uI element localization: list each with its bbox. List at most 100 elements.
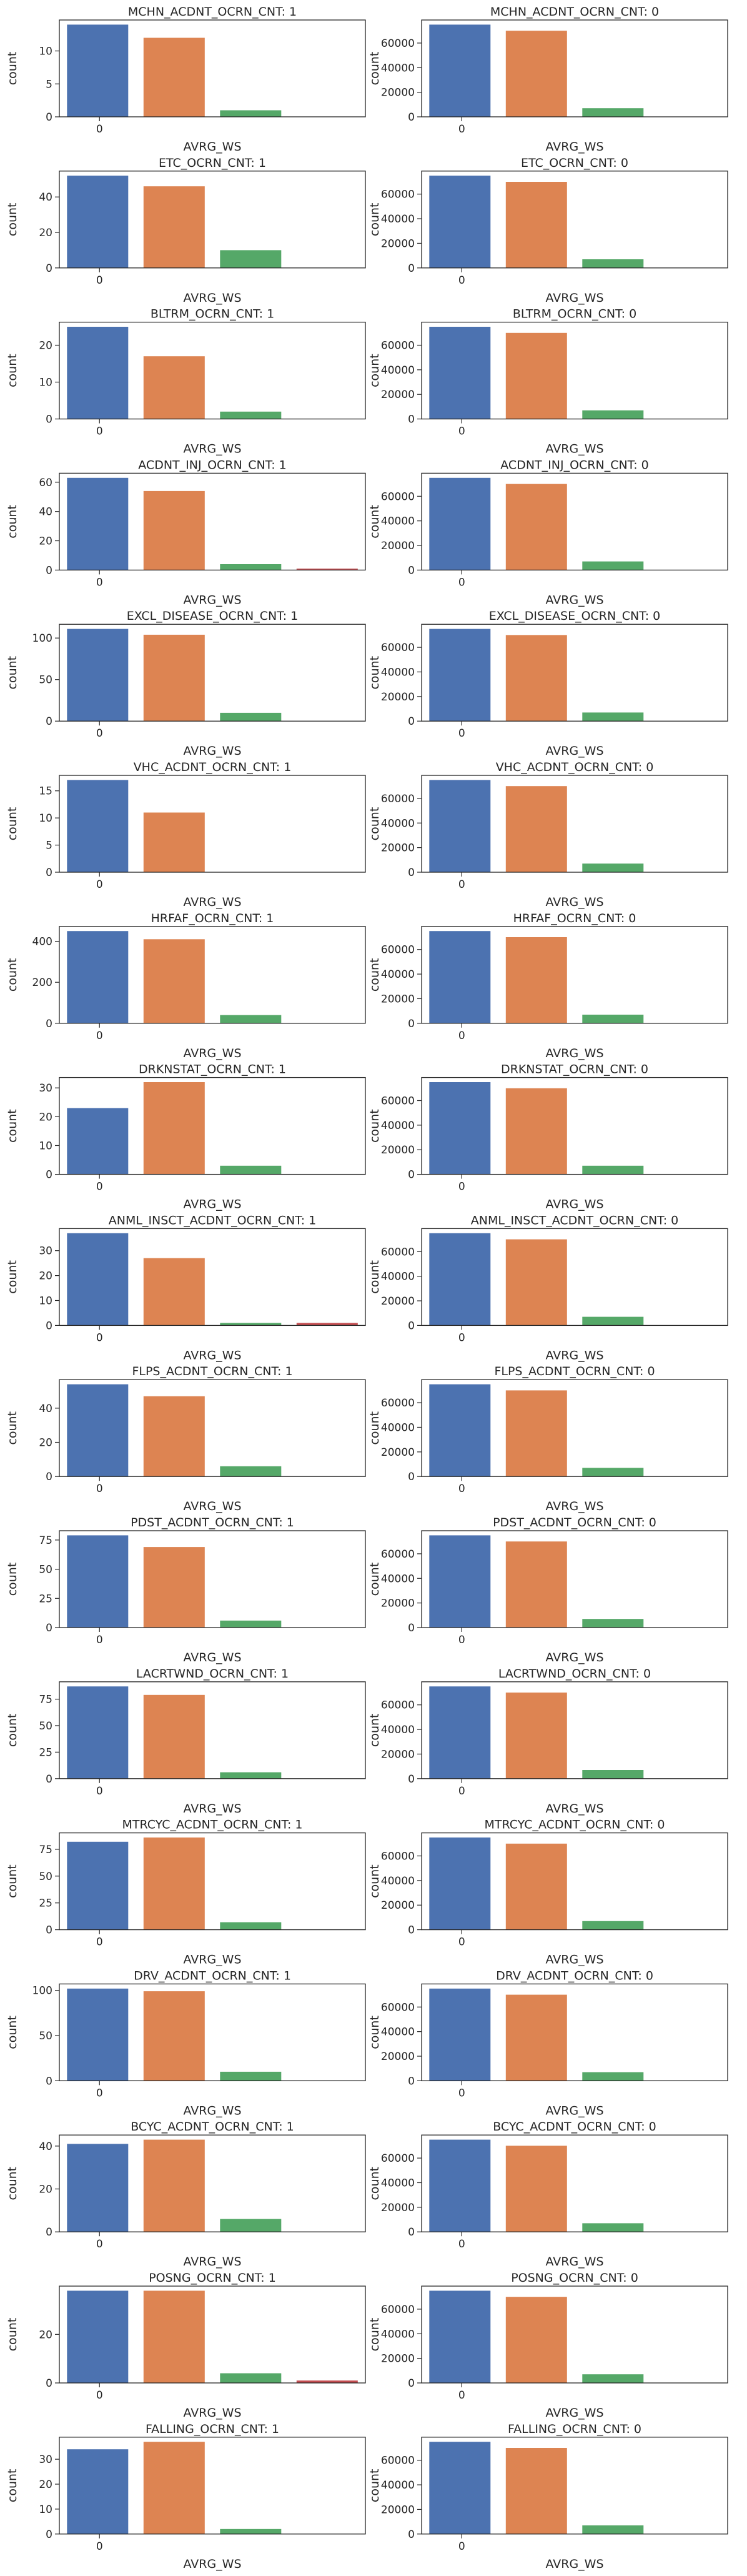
subplot-31: 0 20 0 POSNG_OCRN_CNT: 1 AVRG_WS count: [6, 2271, 366, 2420]
y-tick-label: 0: [408, 1169, 415, 1181]
bar: [582, 863, 644, 872]
y-tick-label: 100: [32, 632, 52, 645]
bar: [429, 1686, 491, 1779]
bar: [67, 1841, 129, 1930]
y-axis-label: count: [6, 1713, 19, 1747]
subplot-title: BLTRM_OCRN_CNT: 1: [151, 307, 274, 321]
x-tick-label: 0: [458, 123, 465, 136]
y-tick-label: 20: [39, 535, 52, 548]
bar: [505, 332, 567, 419]
y-tick-label: 20000: [381, 2353, 415, 2365]
bar: [220, 1922, 282, 1930]
y-tick-label: 0: [46, 2226, 52, 2239]
bar: [67, 1535, 129, 1628]
x-axis-label: AVRG_WS: [183, 2255, 241, 2269]
x-tick-label: 0: [458, 2389, 465, 2402]
subplot-34: 0 20000 40000 60000 0 FALLING_OCRN_CNT: 0 AVRG…: [368, 2422, 728, 2571]
bar: [143, 1991, 205, 2081]
y-tick-label: 10: [39, 1295, 52, 1308]
bar: [67, 780, 129, 872]
bar: [505, 1994, 567, 2081]
bar: [143, 356, 205, 419]
y-tick-label: 20000: [381, 389, 415, 401]
y-tick-label: 20: [39, 2329, 52, 2341]
y-tick-label: 0: [408, 1018, 415, 1030]
bar: [505, 2297, 567, 2383]
bar: [505, 1088, 567, 1175]
y-axis-label: count: [6, 1411, 19, 1445]
y-tick-label: 10: [39, 2504, 52, 2516]
y-axis-label: count: [6, 1864, 19, 1898]
bar: [582, 1770, 644, 1779]
y-tick-label: 75: [39, 1694, 52, 1706]
subplot-title: LACRTWND_OCRN_CNT: 0: [498, 1667, 651, 1681]
x-axis-label: AVRG_WS: [183, 1499, 241, 1513]
subplot-11: 0 5 10 15 0 VHC_ACDNT_OCRN_CNT: 1 AVRG_WS count: [6, 760, 366, 909]
subplot-title: POSNG_OCRN_CNT: 0: [511, 2271, 638, 2285]
x-tick-label: 0: [96, 1936, 103, 1949]
y-tick-label: 60000: [381, 490, 415, 503]
y-tick-label: 60: [39, 477, 52, 489]
y-tick-label: 40: [39, 2141, 52, 2153]
y-tick-label: 40000: [381, 364, 415, 377]
y-axis-label: count: [368, 2167, 382, 2201]
x-tick-label: 0: [96, 1181, 103, 1193]
y-axis-label: count: [6, 202, 19, 236]
y-tick-label: 40000: [381, 1724, 415, 1736]
subplot-9: 0 50 100 0 EXCL_DISEASE_OCRN_CNT: 1 AVRG_WS co…: [6, 609, 366, 758]
plot-frame: [59, 1832, 366, 1931]
bar: [67, 477, 129, 570]
y-tick-label: 0: [408, 867, 415, 879]
x-tick-label: 0: [96, 2540, 103, 2553]
bar: [429, 1082, 491, 1175]
bar: [143, 2442, 205, 2534]
x-tick-label: 0: [96, 123, 103, 136]
x-tick-label: 0: [458, 878, 465, 891]
x-tick-label: 0: [96, 2238, 103, 2250]
bar: [429, 1384, 491, 1477]
x-tick-label: 0: [458, 1634, 465, 1646]
x-axis-label: AVRG_WS: [545, 895, 603, 909]
y-tick-label: 40000: [381, 213, 415, 226]
subplot-title: ANML_INSCT_ACDNT_OCRN_CNT: 1: [109, 1213, 316, 1227]
subplot-23: 0 25 50 75 0 LACRTWND_OCRN_CNT: 1 AVRG_WS count: [6, 1667, 366, 1816]
y-tick-label: 0: [46, 564, 52, 577]
plot-frame: [59, 171, 366, 269]
y-tick-label: 10: [39, 46, 52, 58]
x-axis-label: AVRG_WS: [183, 895, 241, 909]
subplot-title: LACRTWND_OCRN_CNT: 1: [136, 1667, 289, 1681]
plot-frame: [421, 321, 728, 420]
y-tick-label: 20000: [381, 691, 415, 704]
y-axis-label: count: [368, 1411, 382, 1445]
y-tick-label: 25: [39, 1593, 52, 1605]
plot-frame: [421, 1077, 728, 1175]
y-tick-label: 60000: [381, 189, 415, 201]
bar: [582, 108, 644, 117]
y-tick-label: 40000: [381, 515, 415, 528]
y-tick-label: 30: [39, 1245, 52, 1258]
bar: [220, 1772, 282, 1779]
y-axis-label: count: [368, 354, 382, 387]
y-axis-label: count: [6, 1563, 19, 1596]
y-tick-label: 50: [39, 1871, 52, 1883]
subplot-title: EXCL_DISEASE_OCRN_CNT: 0: [489, 609, 661, 623]
plot-frame: [59, 1077, 366, 1175]
bar: [67, 2449, 129, 2534]
y-tick-label: 20: [39, 340, 52, 352]
subplot-title: DRV_ACDNT_OCRN_CNT: 1: [134, 1969, 291, 1982]
y-axis-label: count: [6, 2469, 19, 2502]
y-axis-label: count: [6, 1109, 19, 1143]
subplot-18: 0 20000 40000 60000 0 ANML_INSCT_ACDNT_OCRN_C…: [368, 1213, 728, 1362]
subplot-6: 0 20000 40000 60000 0 BLTRM_OCRN_CNT: 0 AVRG_W…: [368, 307, 728, 456]
subplot-14: 0 20000 40000 60000 0 HRFAF_OCRN_CNT: 0 AVRG_W…: [368, 912, 728, 1060]
bar: [220, 1620, 282, 1628]
bar: [143, 1396, 205, 1477]
bar: [505, 484, 567, 570]
subplot-7: 0 20 40 60 0 ACDNT_INJ_OCRN_CNT: 1 AVRG_WS coun…: [6, 458, 366, 607]
x-axis-label: AVRG_WS: [545, 1499, 603, 1513]
y-tick-label: 0: [46, 715, 52, 728]
plot-frame: [59, 2437, 366, 2535]
subplot-title: BLTRM_OCRN_CNT: 0: [513, 307, 636, 321]
plot-frame: [59, 1530, 366, 1628]
